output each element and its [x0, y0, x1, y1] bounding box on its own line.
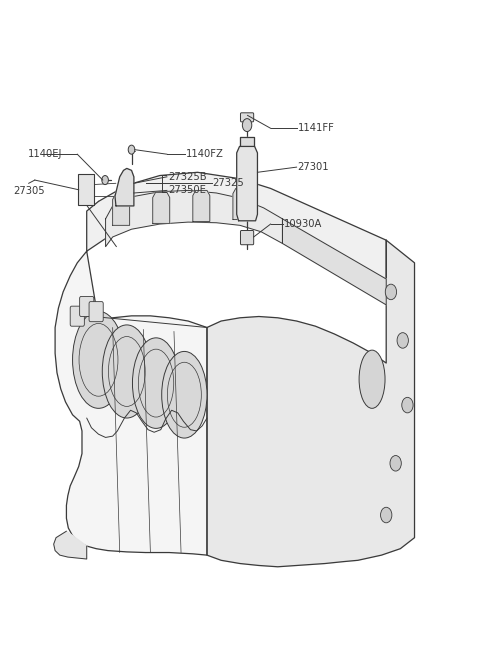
Ellipse shape: [132, 338, 180, 428]
Ellipse shape: [102, 325, 151, 418]
Circle shape: [102, 176, 108, 185]
Polygon shape: [240, 137, 253, 147]
FancyBboxPatch shape: [240, 113, 253, 122]
FancyBboxPatch shape: [240, 231, 253, 245]
Polygon shape: [106, 191, 282, 247]
Text: 10930A: 10930A: [284, 219, 323, 229]
Text: 27325: 27325: [213, 178, 244, 188]
Text: 27305: 27305: [13, 186, 45, 196]
Text: 1140FZ: 1140FZ: [186, 149, 224, 159]
Ellipse shape: [162, 352, 207, 438]
Polygon shape: [55, 252, 207, 555]
Circle shape: [385, 284, 396, 300]
Polygon shape: [193, 191, 210, 221]
Text: 1140EJ: 1140EJ: [28, 149, 62, 159]
FancyBboxPatch shape: [80, 297, 94, 316]
Polygon shape: [87, 172, 386, 279]
FancyBboxPatch shape: [70, 306, 84, 326]
Circle shape: [402, 398, 413, 413]
Polygon shape: [153, 193, 170, 223]
FancyBboxPatch shape: [78, 174, 94, 205]
FancyBboxPatch shape: [89, 302, 103, 322]
Polygon shape: [115, 168, 134, 206]
Polygon shape: [54, 531, 87, 559]
Circle shape: [242, 119, 252, 132]
Polygon shape: [207, 240, 415, 567]
Polygon shape: [237, 147, 257, 221]
Text: 27350E: 27350E: [168, 185, 206, 195]
Circle shape: [128, 145, 135, 154]
Polygon shape: [233, 189, 250, 219]
Ellipse shape: [359, 350, 385, 408]
Text: 27301: 27301: [298, 162, 329, 172]
Text: 1141FF: 1141FF: [298, 123, 335, 134]
Circle shape: [390, 455, 401, 471]
Circle shape: [381, 507, 392, 523]
Polygon shape: [113, 195, 130, 225]
Circle shape: [397, 333, 408, 348]
Polygon shape: [282, 219, 386, 305]
Text: 27325B: 27325B: [168, 172, 206, 182]
Ellipse shape: [72, 311, 124, 408]
